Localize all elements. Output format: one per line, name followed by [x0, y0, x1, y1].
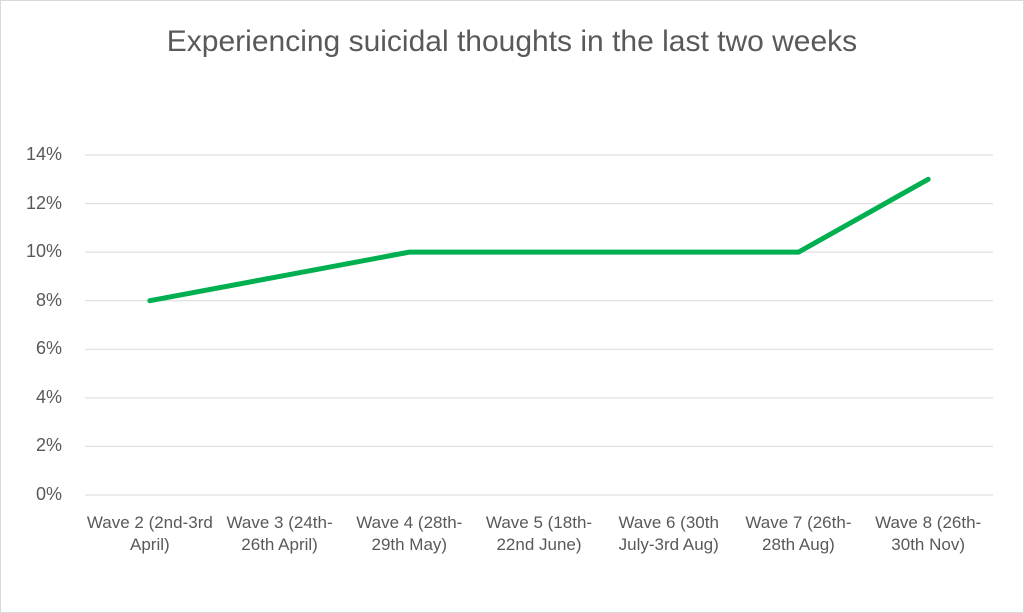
x-tick-label: Wave 3 (24th-26th April) [226, 513, 333, 554]
x-tick-label: Wave 7 (26th-28th Aug) [745, 513, 852, 554]
x-tick-label: Wave 2 (2nd-3rd April) [86, 513, 213, 554]
x-tick-label: Wave 6 (30th July-3rd Aug) [618, 513, 719, 554]
y-tick-label: 0% [35, 484, 62, 504]
y-tick-label: 4% [35, 386, 62, 407]
x-tick-label: Wave 5 (18th-22nd June) [485, 513, 593, 554]
chart-title: Experiencing suicidal thoughts in the la… [166, 25, 858, 58]
y-tick-label: 14% [25, 144, 62, 164]
y-tick-label: 6% [35, 338, 62, 359]
y-tick-label: 12% [25, 192, 62, 213]
y-tick-label: 2% [35, 435, 62, 456]
x-tick-label: Wave 4 (28th-29th May) [356, 513, 463, 554]
series-line [147, 176, 931, 304]
y-tick-label: 10% [25, 241, 62, 262]
y-tick-label: 8% [35, 289, 62, 310]
x-tick-label: Wave 8 (26th-30th Nov) [875, 513, 982, 554]
